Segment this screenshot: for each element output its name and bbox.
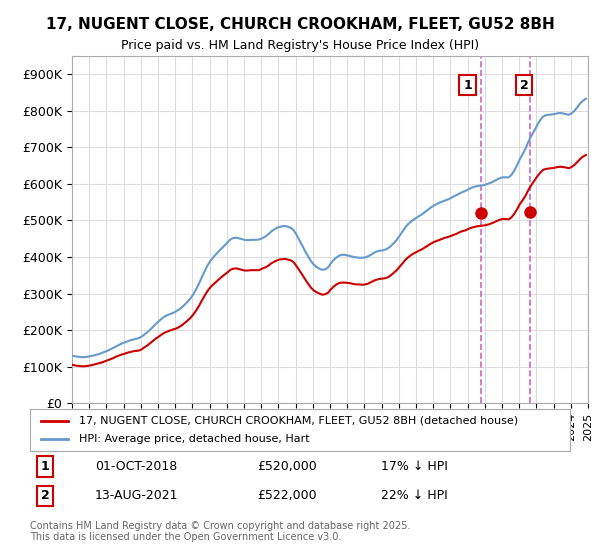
Text: 17% ↓ HPI: 17% ↓ HPI: [381, 460, 448, 473]
Text: 01-OCT-2018: 01-OCT-2018: [95, 460, 177, 473]
Text: 17, NUGENT CLOSE, CHURCH CROOKHAM, FLEET, GU52 8BH (detached house): 17, NUGENT CLOSE, CHURCH CROOKHAM, FLEET…: [79, 416, 518, 426]
Text: 1: 1: [41, 460, 50, 473]
Text: 2: 2: [41, 489, 50, 502]
Text: HPI: Average price, detached house, Hart: HPI: Average price, detached house, Hart: [79, 434, 309, 444]
Text: £522,000: £522,000: [257, 489, 316, 502]
Text: 13-AUG-2021: 13-AUG-2021: [95, 489, 178, 502]
Text: Contains HM Land Registry data © Crown copyright and database right 2025.
This d: Contains HM Land Registry data © Crown c…: [30, 521, 410, 543]
Text: £520,000: £520,000: [257, 460, 317, 473]
Text: 1: 1: [463, 79, 472, 92]
Text: Price paid vs. HM Land Registry's House Price Index (HPI): Price paid vs. HM Land Registry's House …: [121, 39, 479, 52]
Text: 2: 2: [520, 79, 529, 92]
Text: 17, NUGENT CLOSE, CHURCH CROOKHAM, FLEET, GU52 8BH: 17, NUGENT CLOSE, CHURCH CROOKHAM, FLEET…: [46, 17, 554, 32]
Text: 22% ↓ HPI: 22% ↓ HPI: [381, 489, 448, 502]
